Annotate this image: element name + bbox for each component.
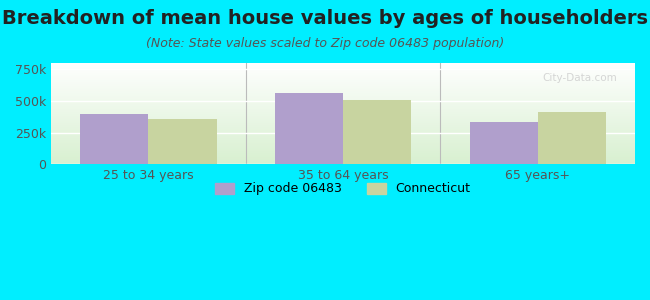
Bar — [148, 119, 216, 164]
Text: (Note: State values scaled to Zip code 06483 population): (Note: State values scaled to Zip code 0… — [146, 38, 504, 50]
Bar — [81, 114, 148, 164]
Bar — [538, 112, 606, 164]
Bar — [275, 93, 343, 164]
Legend: Zip code 06483, Connecticut: Zip code 06483, Connecticut — [211, 178, 476, 200]
Bar — [469, 122, 538, 164]
Bar — [343, 100, 411, 164]
Text: City-Data.com: City-Data.com — [543, 73, 618, 83]
Text: Breakdown of mean house values by ages of householders: Breakdown of mean house values by ages o… — [2, 9, 648, 28]
